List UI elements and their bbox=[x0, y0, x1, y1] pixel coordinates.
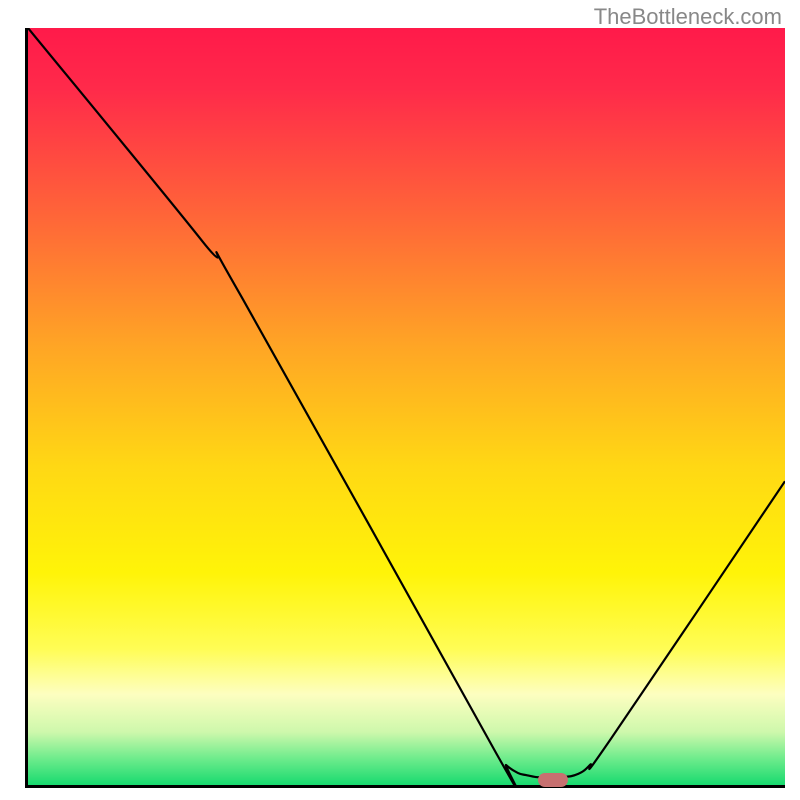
chart-area bbox=[25, 28, 785, 788]
optimal-marker bbox=[538, 773, 568, 787]
watermark-text: TheBottleneck.com bbox=[594, 4, 782, 30]
bottleneck-curve bbox=[28, 28, 785, 785]
